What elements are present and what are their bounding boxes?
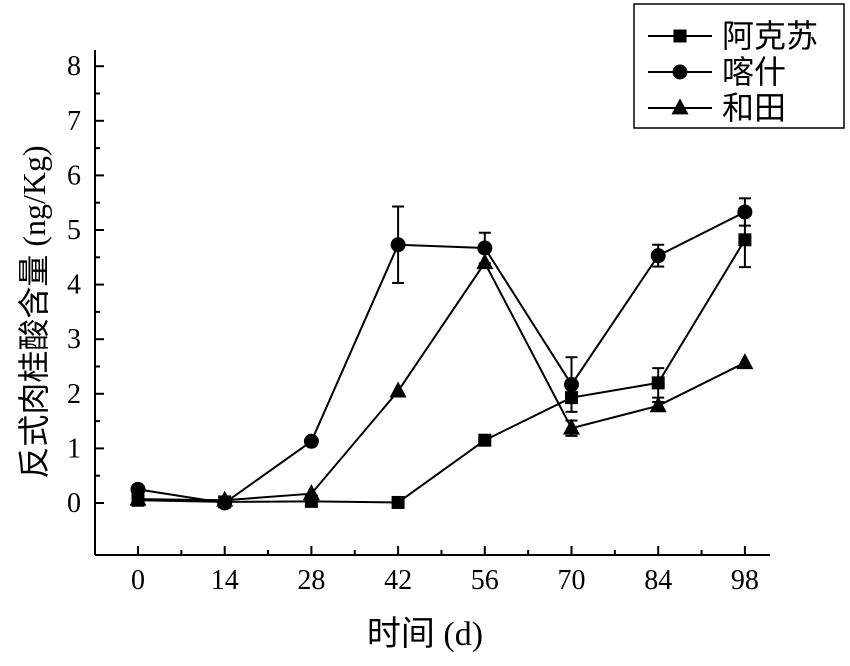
y-axis-label: 反式肉桂酸含量 (ng/Kg)	[16, 145, 52, 478]
y-tick-label: 2	[67, 379, 81, 410]
data-point-circle	[650, 248, 666, 264]
data-point-circle	[390, 237, 406, 253]
legend-marker-triangle	[671, 98, 689, 115]
legend-marker-circle	[672, 64, 688, 80]
data-point-circle	[564, 377, 579, 393]
data-point-circle	[477, 240, 493, 256]
legend-label: 阿克苏	[722, 18, 818, 54]
y-tick-label: 4	[67, 270, 81, 301]
legend-label: 喀什	[722, 54, 786, 90]
x-tick-label: 42	[384, 565, 412, 596]
data-point-triangle	[129, 489, 147, 506]
data-point-square	[478, 433, 492, 447]
x-tick-label: 14	[211, 565, 239, 596]
x-tick-label: 0	[131, 565, 145, 596]
data-point-triangle	[389, 381, 407, 398]
legend-label: 和田	[722, 90, 786, 126]
y-tick-label: 3	[67, 324, 81, 355]
series-triangle	[129, 253, 754, 507]
data-point-square	[651, 376, 665, 390]
y-tick-label: 0	[67, 488, 81, 519]
data-point-square	[738, 233, 752, 247]
y-tick-label: 8	[67, 51, 81, 82]
data-point-triangle	[302, 484, 320, 501]
series-line	[137, 260, 746, 502]
series-layer	[129, 197, 754, 511]
data-point-triangle	[216, 490, 234, 507]
x-tick-label: 98	[731, 565, 759, 596]
x-tick-label: 84	[644, 565, 672, 596]
data-point-circle	[303, 433, 319, 449]
data-point-square	[391, 495, 405, 509]
series-circle	[130, 197, 753, 511]
x-tick-label: 56	[471, 565, 499, 596]
data-point-triangle	[649, 396, 667, 413]
data-point-triangle	[736, 353, 754, 370]
data-point-triangle	[476, 253, 494, 270]
series-line	[137, 211, 746, 505]
legend-marker-square	[673, 29, 687, 43]
y-tick-label: 6	[67, 160, 81, 191]
y-tick-label: 5	[67, 215, 81, 246]
data-point-circle	[737, 204, 753, 220]
y-tick-label: 1	[67, 433, 81, 464]
x-axis-label: 时间 (d)	[367, 616, 483, 653]
data-point-circle	[130, 481, 146, 497]
x-tick-label: 28	[297, 565, 325, 596]
y-tick-label: 7	[67, 106, 81, 137]
x-tick-label: 70	[558, 565, 586, 596]
series-line	[137, 239, 746, 504]
data-point-triangle	[563, 418, 580, 435]
